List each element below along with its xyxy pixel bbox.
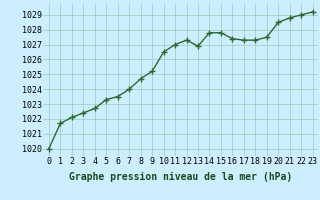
X-axis label: Graphe pression niveau de la mer (hPa): Graphe pression niveau de la mer (hPa) — [69, 172, 292, 182]
